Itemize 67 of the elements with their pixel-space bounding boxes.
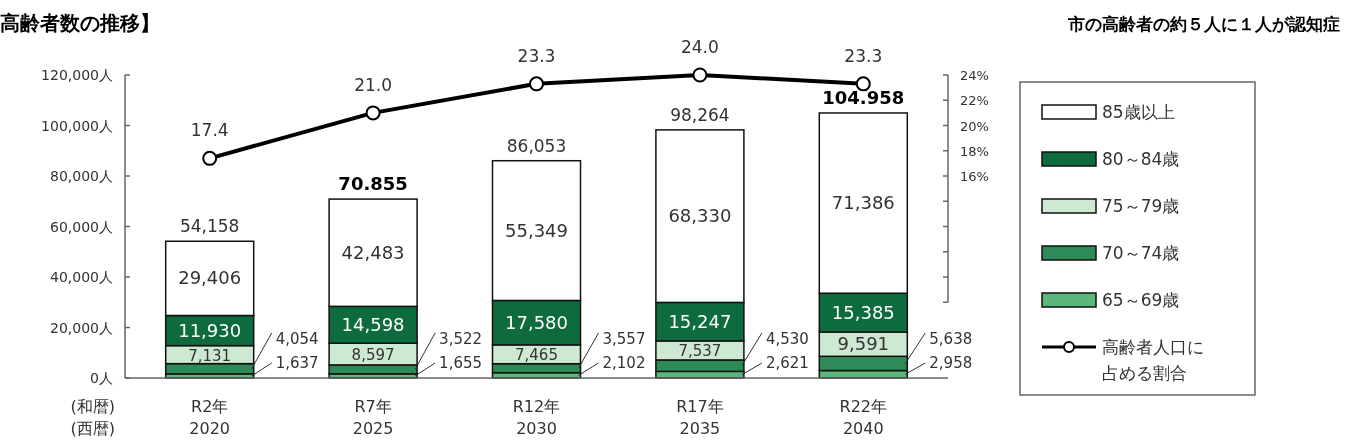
legend-label: 65～69歳 (1102, 290, 1180, 310)
point (365, 105, 381, 121)
point (855, 76, 871, 92)
y-tick-label: 20,000人 (50, 319, 113, 336)
data-label: 23.3 (517, 45, 556, 66)
data-label: 7,537 (678, 342, 722, 361)
text: (西暦) (70, 419, 115, 438)
data-label: 1,655 (439, 354, 483, 372)
annotation: 104.958 (822, 86, 905, 108)
data-label: 7,465 (515, 346, 558, 365)
data-label: 68,330 (668, 205, 732, 227)
legend-label: 高齢者人口に占める割合 (1102, 337, 1204, 383)
y-tick-label: 60,000人 (50, 218, 113, 235)
data-label: 24.0 (680, 37, 719, 57)
legend-label: 70～74歳 (1102, 243, 1180, 263)
data-label: 4,530 (765, 330, 809, 348)
y2-tick-label: 20% (960, 118, 989, 134)
legend-label: 80～84歳 (1102, 149, 1180, 169)
data-label: 3,522 (439, 330, 483, 348)
y-tick-label: 100,000人 (41, 117, 113, 134)
legend-label: 85歳以上 (1102, 102, 1175, 122)
data-label: 9,591 (837, 333, 890, 355)
data-label: 11,930 (178, 319, 242, 341)
data-label: 2,102 (602, 354, 646, 372)
point (692, 67, 708, 83)
data-label: 1,637 (275, 354, 319, 372)
point (202, 150, 218, 166)
y2-tick-label: 18% (960, 143, 989, 159)
data-label: 7,131 (188, 346, 232, 365)
data-label: 17,580 (505, 311, 568, 333)
data-label: 42,483 (341, 241, 405, 263)
x-tick-label: R17年 2035 (676, 397, 724, 438)
x-tick-label: R2年 2020 (189, 397, 231, 438)
data-label: 4,054 (275, 330, 319, 348)
total-label: 98,264 (670, 104, 730, 125)
data-label: 21.0 (354, 74, 393, 95)
data-label: 2,621 (765, 354, 809, 372)
data-label: 3,557 (602, 330, 646, 348)
chart-title: 高齢者数の推移】 (0, 11, 160, 35)
data-label: 55,349 (505, 219, 568, 241)
annotation: 70.855 (338, 173, 408, 195)
text: 市の高齢者の約５人に１人が認知症 (1067, 14, 1340, 34)
y-tick-label: 120,000人 (41, 67, 113, 83)
data-label: 17.4 (190, 120, 229, 141)
data-label: 71,386 (831, 192, 895, 214)
x-tick-label: R7年 2025 (352, 397, 394, 438)
data-label: 15,385 (831, 301, 895, 323)
text: (和暦) (70, 397, 115, 416)
data-label: 23.3 (844, 45, 883, 66)
total-label: 86,053 (506, 135, 567, 156)
y2-tick-label: 22% (960, 93, 989, 109)
x-tick-label: R12年 2030 (512, 397, 561, 438)
y-tick-label: 0人 (90, 370, 113, 386)
data-label: 2,958 (929, 354, 973, 372)
x-tick-label: R22年 2040 (839, 397, 888, 438)
y-tick-label: 80,000人 (50, 168, 113, 184)
data-label: 29,406 (178, 267, 242, 289)
y-tick-label: 40,000人 (50, 269, 113, 285)
data-label: 5,638 (929, 330, 973, 348)
point (529, 76, 544, 92)
data-label: 14,598 (341, 313, 405, 335)
data-label: 8,597 (351, 346, 395, 365)
y2-tick-label: 16% (960, 169, 989, 184)
y2-tick-label: 24% (960, 68, 989, 83)
legend-label: 75～79歳 (1102, 196, 1180, 216)
data-label: 15,247 (668, 310, 732, 332)
total-label: 54,158 (179, 216, 240, 237)
